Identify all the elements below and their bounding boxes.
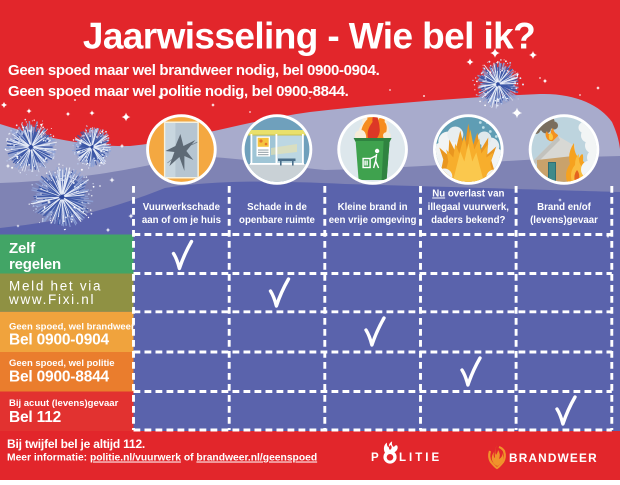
svg-text:Nu overlast van: Nu overlast van <box>432 189 504 200</box>
svg-text:Kleine brand in: Kleine brand in <box>338 202 408 213</box>
svg-text:illegaal vuurwerk,: illegaal vuurwerk, <box>428 202 510 213</box>
svg-text:Brand en/of: Brand en/of <box>537 202 592 213</box>
svg-text:LITIE: LITIE <box>399 452 442 464</box>
svg-text:daders bekend?: daders bekend? <box>431 215 505 226</box>
svg-text:www.Fixi.nl: www.Fixi.nl <box>8 292 95 307</box>
svg-text:een vrije omgeving: een vrije omgeving <box>329 215 417 226</box>
svg-text:Bel 112: Bel 112 <box>9 409 61 426</box>
svg-text:BRANDWEER: BRANDWEER <box>509 451 598 465</box>
svg-text:P: P <box>371 452 382 464</box>
svg-text:Bij twijfel bel je altijd 112.: Bij twijfel bel je altijd 112. <box>7 437 145 451</box>
svg-text:Schade in de: Schade in de <box>247 202 307 213</box>
svg-text:Vuurwerkschade: Vuurwerkschade <box>143 202 221 213</box>
svg-text:Zelf: Zelf <box>9 240 36 257</box>
svg-text:(levens)gevaar: (levens)gevaar <box>530 215 598 226</box>
svg-text:aan of om je huis: aan of om je huis <box>142 215 221 226</box>
svg-text:Bel 0900-0904: Bel 0900-0904 <box>9 332 110 349</box>
svg-text:Bij acuut (levens)gevaar: Bij acuut (levens)gevaar <box>9 398 119 409</box>
svg-text:Geen spoed maar wel brandweer: Geen spoed maar wel brandweer nodig, bel… <box>8 62 380 79</box>
svg-text:Geen spoed maar wel politie no: Geen spoed maar wel politie nodig, bel 0… <box>8 83 349 100</box>
svg-text:Jaarwisseling - Wie bel ik?: Jaarwisseling - Wie bel ik? <box>83 16 535 57</box>
svg-text:openbare ruimte: openbare ruimte <box>239 215 316 226</box>
svg-text:regelen: regelen <box>9 256 61 273</box>
svg-text:Bel 0900-8844: Bel 0900-8844 <box>9 369 110 386</box>
svg-text:Geen spoed, wel politie: Geen spoed, wel politie <box>9 358 115 369</box>
svg-text:Meer informatie: politie.nl/vu: Meer informatie: politie.nl/vuurwerk of … <box>7 453 317 464</box>
